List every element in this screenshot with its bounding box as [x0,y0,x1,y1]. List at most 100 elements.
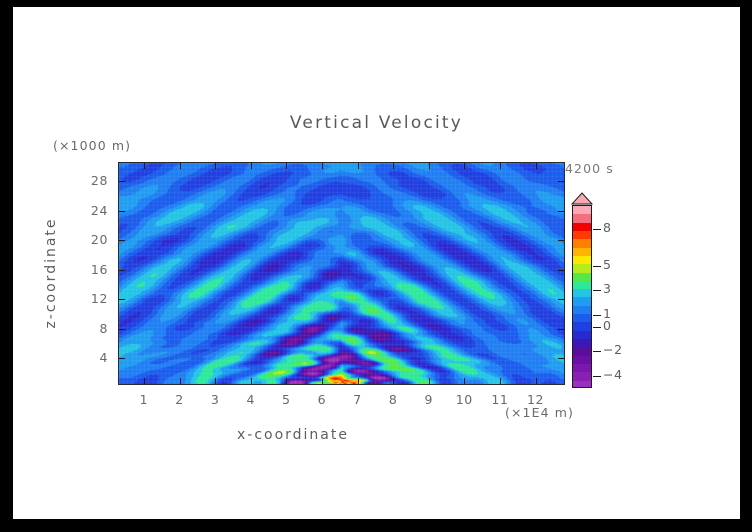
figure-canvas: Vertical Velocity (×1000 m) (×1E4 m) x-c… [13,7,740,519]
z-tick-label: 24 [90,202,108,218]
x-axis-title: x-coordinate [236,427,349,443]
x-axis-tick [357,163,359,169]
x-axis-tick [215,163,217,169]
x-tick-label: 3 [210,392,220,407]
colorbar-band [573,289,591,298]
x-tick-label: 12 [526,392,545,407]
colorbar-tick [593,290,601,292]
x-axis-tick [143,378,145,384]
colorbar-tick-label: −4 [603,366,623,382]
time-annotation: 4200 s [565,161,614,176]
x-axis-tick [535,163,537,169]
z-tick-label: 4 [99,350,108,366]
colorbar-tick-label: 1 [603,305,612,321]
z-tick-label: 8 [99,320,108,336]
z-tick-label: 16 [90,261,108,277]
x-axis-tick [428,163,430,169]
x-axis-tick [428,378,430,384]
x-tick-label: 4 [246,392,255,407]
colorbar-tick-label: 0 [603,318,612,333]
z-tick-label: 20 [90,232,108,248]
z-axis-tick [558,358,564,360]
x-axis-tick [499,378,501,384]
z-axis-tick [558,269,564,271]
colorbar-tick [593,351,601,353]
colorbar-band [573,214,591,223]
colorbar-tick-label: 5 [603,257,612,272]
z-axis-tick [119,299,125,301]
x-axis-tick [250,378,252,384]
colorbar-band [573,347,591,356]
z-axis-tick [119,210,125,212]
colorbar-band [573,305,591,315]
colorbar-band [573,363,591,373]
x-axis-tick [464,163,466,169]
x-tick-label: 2 [175,392,184,407]
colorbar-tick [593,314,601,316]
colorbar-band [573,272,591,281]
x-axis-unit-label: (×1E4 m) [505,405,574,420]
x-axis-tick [535,378,537,384]
z-tick-label: 12 [90,291,108,307]
z-axis-tick [119,269,125,271]
colorbar-band [573,206,591,215]
z-axis-tick [558,210,564,212]
x-tick-label: 5 [282,392,291,407]
contour-plot [118,162,565,385]
z-axis-tick [558,240,564,242]
x-tick-label: 8 [388,392,398,407]
x-axis-tick [215,378,217,384]
colorbar-tick [593,229,601,231]
z-axis-title: z-coordinate [43,217,59,329]
vertical-velocity-field [119,163,564,384]
z-tick-label: 28 [90,173,108,189]
colorbar-arrow-cap [571,192,593,205]
colorbar-band [573,330,591,339]
colorbar-band [573,372,591,381]
z-axis-tick [119,181,125,183]
x-axis-tick [179,378,181,384]
x-tick-label: 10 [455,392,473,407]
colorbar-tick [593,375,601,377]
x-axis-tick [393,378,395,384]
colorbar-tick-label: 3 [603,281,612,297]
x-tick-label: 9 [424,392,433,407]
x-axis-tick [499,163,501,169]
colorbar-tick [593,327,601,328]
x-axis-tick [321,163,323,169]
colorbar-tick-label: −2 [603,342,623,358]
x-axis-tick [250,163,252,169]
x-tick-label: 6 [317,392,327,407]
x-axis-tick [464,378,466,384]
page-title: Vertical Velocity [289,113,464,133]
colorbar-band [573,222,591,231]
colorbar-tick-label: 8 [603,220,612,236]
x-tick-label: 11 [491,392,509,407]
colorbar-band [573,280,591,290]
x-axis-tick [286,163,288,169]
z-axis-tick [558,299,564,301]
colorbar-band [573,339,591,348]
x-axis-tick [357,378,359,384]
x-axis-tick [393,163,395,169]
z-axis-tick [558,181,564,183]
colorbar-band [573,264,591,273]
colorbar-band [573,297,591,306]
colorbar-band [573,322,591,331]
x-axis-tick [179,163,181,169]
z-axis-tick [119,358,125,360]
x-axis-tick [321,378,323,384]
x-axis-tick [286,378,288,384]
colorbar-band [573,314,591,323]
colorbar-tick [593,266,601,267]
colorbar-band [573,355,591,364]
colorbar-band [573,380,591,387]
z-axis-tick [558,328,564,330]
colorbar-gradient [572,205,592,388]
x-tick-label: 1 [139,392,149,407]
colorbar-band [573,247,591,256]
z-axis-tick [119,328,125,330]
colorbar-band [573,239,591,248]
x-axis-tick [143,163,145,169]
